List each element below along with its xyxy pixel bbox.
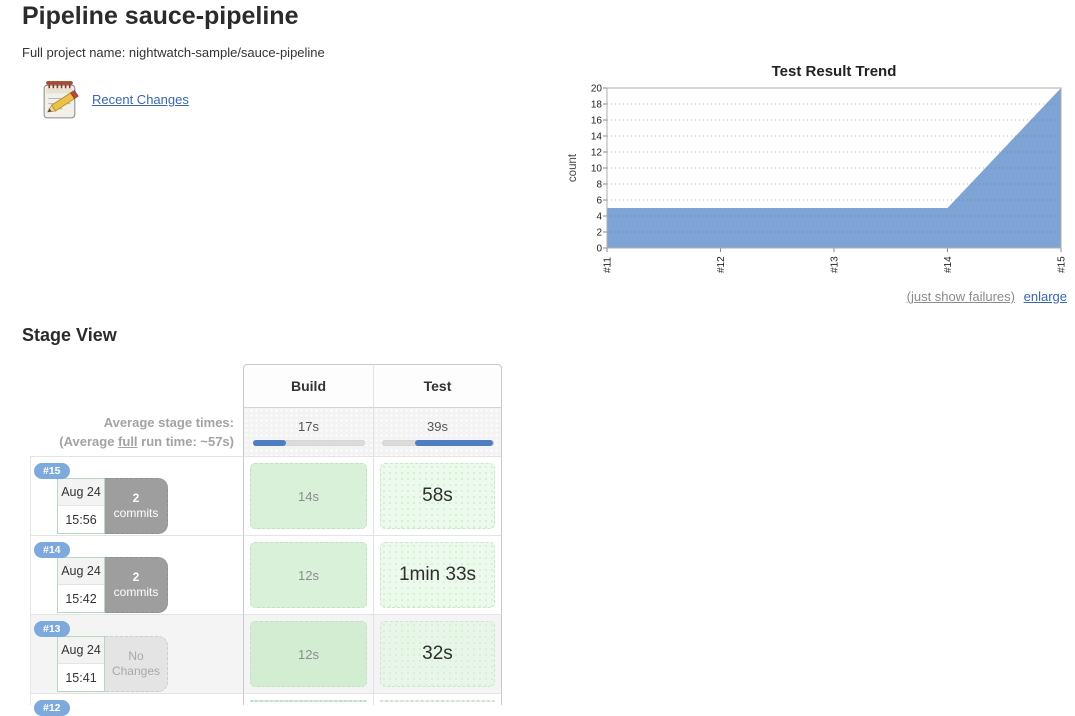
- stage-cell-build: 14s: [243, 456, 373, 535]
- changes-line1: No: [128, 649, 144, 663]
- build-changes-box[interactable]: 2 commits: [105, 478, 168, 534]
- chart-ylabel: count: [567, 153, 579, 182]
- changes-line1: 2: [132, 570, 140, 584]
- enlarge-link[interactable]: enlarge: [1023, 289, 1067, 304]
- build-date: Aug 24: [58, 558, 104, 585]
- y-tick-label: 20: [591, 84, 603, 95]
- stage-table: Build Test Average stage times: (Average…: [30, 364, 502, 716]
- stage-box-build[interactable]: 12s: [250, 621, 367, 687]
- chart-links: (just show failures) enlarge: [562, 289, 1070, 304]
- build-badge[interactable]: #14: [34, 542, 70, 558]
- build-date-box[interactable]: Aug 24 15:56: [57, 478, 105, 534]
- column-header-test: Test: [373, 364, 502, 407]
- stage-duration: 32s: [422, 643, 453, 664]
- average-label-line2: (Average full run time: ~57s): [59, 433, 234, 449]
- build-changes-box[interactable]: No Changes: [105, 636, 168, 692]
- stage-box-build[interactable]: 12s: [250, 542, 367, 608]
- stage-duration: 1min 33s: [398, 564, 477, 585]
- average-cell-build: 17s: [243, 407, 373, 456]
- stage-cell-build: 12s: [243, 614, 373, 693]
- test-result-trend-section: Test Result Trend count 0 2 4 6 8 10 12 14 16 18 20 #…: [562, 58, 1070, 304]
- stage-table-corner: [30, 364, 243, 407]
- page-title: Pipeline sauce-pipeline: [22, 2, 299, 30]
- build-row-header: #15 Aug 24 15:56 2 commits: [30, 456, 243, 535]
- average-stage-times-label: Average stage times: (Average full run t…: [30, 407, 243, 456]
- stage-cell-build: [243, 693, 373, 705]
- build-time: 15:41: [65, 670, 97, 685]
- average-bar-fill: [415, 439, 494, 446]
- test-result-trend-chart: Test Result Trend count 0 2 4 6 8 10 12 14 16 18 20 #…: [567, 63, 1068, 273]
- build-date: Aug 24: [58, 637, 104, 664]
- x-tick-label: #13: [830, 256, 841, 273]
- average-bar-test: [381, 439, 494, 446]
- stage-cell-test: [373, 693, 502, 705]
- x-tick-label: #11: [603, 257, 614, 273]
- y-tick-label: 6: [596, 196, 602, 207]
- y-tick-label: 12: [591, 148, 603, 159]
- stage-cell-test: 58s: [373, 456, 502, 535]
- x-tick-label: #15: [1057, 256, 1068, 273]
- stage-cell-build: 12s: [243, 535, 373, 614]
- changes-line1: 2: [132, 491, 140, 505]
- build-badge[interactable]: #13: [34, 621, 70, 637]
- build-row-header: #14 Aug 24 15:42 2 commits: [30, 535, 243, 614]
- changes-line2: Changes: [111, 664, 161, 678]
- changes-line2: commits: [113, 506, 159, 520]
- build-date-box[interactable]: Aug 24 15:41: [57, 636, 105, 692]
- column-header-build: Build: [243, 364, 373, 407]
- just-show-failures-link[interactable]: (just show failures): [906, 289, 1015, 304]
- full-project-name: Full project name: nightwatch-sample/sau…: [22, 45, 325, 60]
- stage-box-test[interactable]: 1min 33s: [380, 542, 495, 608]
- average-time-build: 17s: [298, 418, 319, 434]
- stage-duration: 12s: [298, 646, 319, 662]
- stage-box-build[interactable]: 14s: [250, 463, 367, 529]
- stage-duration: 14s: [298, 488, 319, 504]
- average-cell-test: 39s: [373, 407, 502, 456]
- notepad-pencil-icon[interactable]: [38, 77, 83, 122]
- stage-box-test[interactable]: 58s: [380, 463, 495, 529]
- changes-line2: commits: [113, 585, 159, 599]
- average-time-test: 39s: [427, 418, 448, 434]
- build-time: 15:56: [65, 512, 97, 527]
- average-bar-build: [252, 439, 365, 446]
- build-row-header: #12: [30, 693, 243, 716]
- stage-duration: 12s: [298, 567, 319, 583]
- y-tick-label: 10: [591, 164, 603, 175]
- chart-title: Test Result Trend: [772, 63, 897, 80]
- recent-changes-section: Recent Changes: [38, 77, 189, 122]
- x-tick-label: #14: [943, 256, 954, 273]
- plot-border: [606, 87, 1062, 249]
- stage-box-build[interactable]: [250, 700, 367, 702]
- y-tick-label: 2: [596, 228, 602, 239]
- recent-changes-link[interactable]: Recent Changes: [92, 92, 189, 107]
- x-tick-label: #12: [716, 256, 727, 273]
- y-tick-label: 16: [591, 116, 603, 127]
- stage-box-test[interactable]: 32s: [380, 621, 495, 687]
- trend-area-series: [607, 88, 1061, 248]
- y-tick-label: 4: [596, 212, 602, 223]
- average-label-line1: Average stage times:: [103, 414, 234, 430]
- build-date-box[interactable]: Aug 24 15:42: [57, 557, 105, 613]
- build-date: Aug 24: [58, 479, 104, 506]
- y-tick-label: 8: [596, 180, 602, 191]
- stage-cell-test: 1min 33s: [373, 535, 502, 614]
- build-changes-box[interactable]: 2 commits: [105, 557, 168, 613]
- stage-box-test[interactable]: [380, 700, 495, 702]
- average-bar-fill: [252, 439, 287, 446]
- stage-duration: 58s: [422, 485, 453, 506]
- build-row-header: #13 Aug 24 15:41 No Changes: [30, 614, 243, 693]
- build-badge[interactable]: #12: [34, 700, 70, 716]
- stage-cell-test: 32s: [373, 614, 502, 693]
- y-tick-label: 0: [596, 244, 602, 255]
- build-time: 15:42: [65, 591, 97, 606]
- y-tick-label: 14: [591, 132, 603, 143]
- build-badge[interactable]: #15: [34, 463, 70, 479]
- y-tick-label: 18: [591, 100, 603, 111]
- stage-view-heading: Stage View: [22, 325, 117, 345]
